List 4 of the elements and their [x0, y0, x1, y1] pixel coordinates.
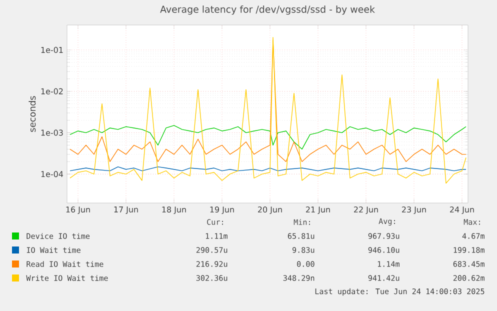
line-series	[70, 125, 466, 150]
chart-title: Average latency for /dev/vgssd/ssd - by week	[160, 6, 375, 15]
y-axis-title: seconds	[28, 96, 36, 132]
line-series	[70, 37, 466, 184]
